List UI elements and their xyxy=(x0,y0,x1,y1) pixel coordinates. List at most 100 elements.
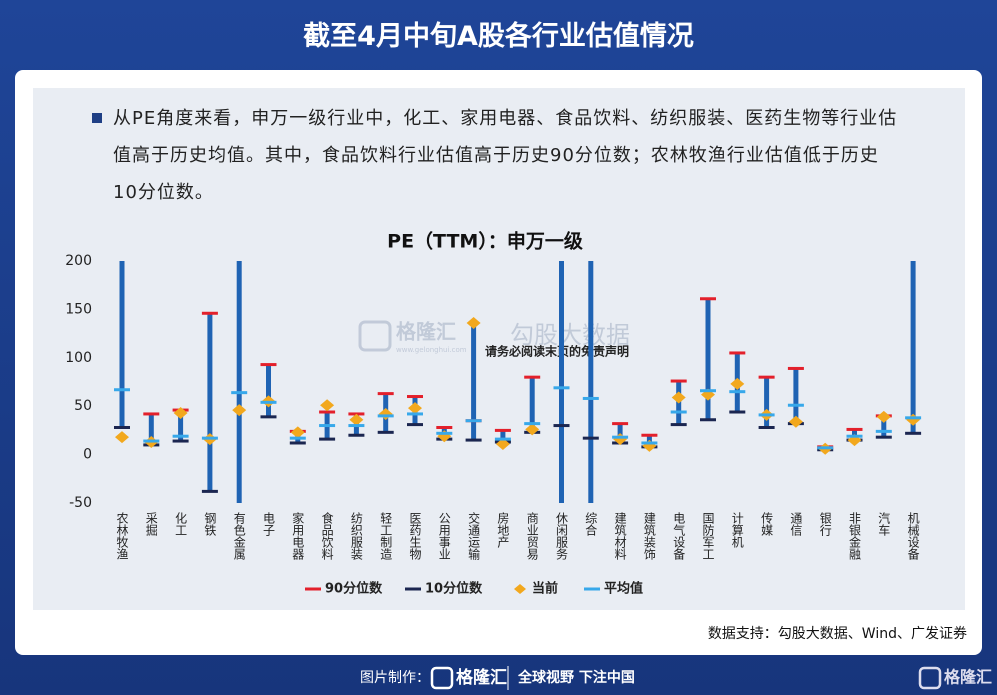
x-tick-label: 机械设备 xyxy=(906,512,920,561)
legend-label: 90分位数 xyxy=(325,581,383,597)
dash-marker xyxy=(612,435,629,439)
dash-marker xyxy=(817,446,834,450)
x-tick-label: 建筑材料 xyxy=(613,512,627,560)
legend-marker xyxy=(514,584,526,594)
range-bar xyxy=(500,430,506,443)
dash-marker xyxy=(260,415,277,419)
x-tick-label: 计算机 xyxy=(730,512,744,548)
y-tick-label: -50 xyxy=(69,495,92,511)
x-tick-label: 钢铁 xyxy=(203,512,217,536)
x-tick-label: 建筑装饰 xyxy=(642,512,656,560)
legend-label: 平均值 xyxy=(604,581,643,597)
dash-marker xyxy=(612,422,629,426)
range-bar xyxy=(910,261,916,434)
dash-marker xyxy=(905,431,922,435)
x-tick-label: 家用电器 xyxy=(291,511,305,561)
dash-marker xyxy=(729,351,746,355)
x-tick-label: 传媒 xyxy=(760,511,774,536)
dash-marker xyxy=(377,392,394,396)
x-tick-label: 化工 xyxy=(174,512,188,536)
dash-marker xyxy=(758,425,775,429)
dash-marker xyxy=(553,386,570,390)
dash-marker xyxy=(524,375,541,379)
dash-marker xyxy=(787,403,804,407)
legend-marker xyxy=(405,587,421,591)
current-marker xyxy=(115,431,129,444)
current-marker xyxy=(730,377,745,390)
range-bar xyxy=(529,377,535,433)
dash-marker xyxy=(114,425,130,429)
source: 数据支持：勾股大数据、Wind、广发证券 xyxy=(707,626,967,642)
dash-marker xyxy=(582,396,599,400)
x-tick-label: 医药生物 xyxy=(408,512,422,560)
x-tick-label: 有色金属 xyxy=(232,512,246,561)
dash-marker xyxy=(465,419,482,423)
x-tick-label: 农林牧渔 xyxy=(115,512,129,560)
range-bar xyxy=(178,410,184,442)
dash-marker xyxy=(319,410,336,414)
range-bar xyxy=(148,413,154,445)
dash-marker xyxy=(201,436,218,440)
dash-marker xyxy=(407,412,423,416)
y-tick-label: 150 xyxy=(65,301,92,317)
y-tick-label: 0 xyxy=(83,447,92,463)
x-tick-label: 纺织服装 xyxy=(349,512,363,561)
current-marker xyxy=(906,413,921,426)
dash-marker xyxy=(201,489,218,493)
watermark: 格隆汇 www.gelonghui.com 勾股大数据 xyxy=(358,320,630,354)
dash-marker xyxy=(875,435,892,439)
dash-marker xyxy=(172,439,189,443)
dash-marker xyxy=(348,433,365,437)
bullet-text: 从PE角度来看，申万一级行业中，化工、家用电器、食品饮料、纺织服装、医药生物等行… xyxy=(113,108,898,203)
dash-marker xyxy=(582,436,599,440)
bullet-mark xyxy=(92,113,102,123)
watermark-logo: 格隆汇 xyxy=(396,320,456,344)
page-title: 截至4月中旬A股各行业估值情况 xyxy=(303,21,694,52)
dash-marker xyxy=(260,400,277,404)
x-tick-label: 综合 xyxy=(584,512,598,536)
dash-marker xyxy=(729,410,746,414)
current-marker xyxy=(876,410,891,423)
x-tick-label: 轻工制造 xyxy=(379,512,393,560)
dash-marker xyxy=(700,418,716,422)
dash-marker xyxy=(758,375,775,379)
y-tick-label: 200 xyxy=(65,253,92,269)
current-marker xyxy=(495,437,510,450)
dash-marker xyxy=(641,433,658,437)
x-tick-label: 食品饮料 xyxy=(320,511,334,560)
dash-marker xyxy=(231,391,248,395)
dash-marker xyxy=(377,414,394,418)
dash-marker xyxy=(846,434,863,438)
dash-marker xyxy=(670,410,687,414)
current-marker xyxy=(466,316,481,329)
current-marker xyxy=(173,406,188,419)
range-bar xyxy=(119,261,125,428)
dash-marker xyxy=(407,395,423,399)
dash-marker xyxy=(348,424,365,428)
notice: 请务必阅读末页的免责声明 xyxy=(485,344,629,359)
dash-marker xyxy=(494,428,511,432)
dash-marker xyxy=(436,431,453,435)
legend-label: 当前 xyxy=(532,581,558,597)
footer-made-by: 图片制作： xyxy=(360,670,430,686)
x-tick-label: 公用事业 xyxy=(437,512,451,560)
footer-logo: 格隆汇 xyxy=(456,667,507,688)
range-bar xyxy=(236,261,242,503)
footer-icon xyxy=(430,666,454,690)
x-tick-label: 通信 xyxy=(789,512,803,537)
legend-label: 10分位数 xyxy=(425,581,483,597)
x-tick-label: 电子 xyxy=(262,512,276,536)
current-marker xyxy=(788,415,803,428)
current-marker xyxy=(349,413,364,426)
dash-marker xyxy=(758,413,775,417)
range-bar xyxy=(793,368,799,424)
range-bar xyxy=(764,377,770,428)
range-bar xyxy=(559,261,564,503)
range-bar xyxy=(588,261,594,503)
y-tick-label: 50 xyxy=(74,398,92,414)
dash-marker xyxy=(700,297,716,301)
x-tick-label: 休闲服务 xyxy=(555,512,569,560)
current-marker xyxy=(408,402,422,415)
